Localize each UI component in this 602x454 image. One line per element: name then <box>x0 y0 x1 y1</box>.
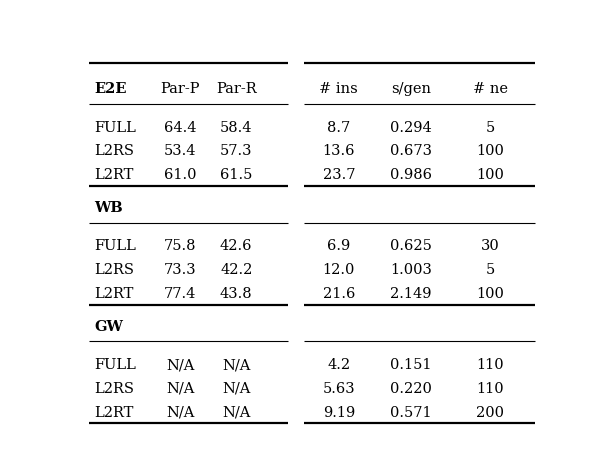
Text: 21.6: 21.6 <box>323 287 355 301</box>
Text: N/A: N/A <box>222 358 250 372</box>
Text: FULL: FULL <box>94 121 136 135</box>
Text: 6.9: 6.9 <box>327 239 350 253</box>
Text: L2RT: L2RT <box>94 168 133 182</box>
Text: 100: 100 <box>477 287 504 301</box>
Text: 77.4: 77.4 <box>164 287 196 301</box>
Text: N/A: N/A <box>222 382 250 396</box>
Text: 0.673: 0.673 <box>390 144 432 158</box>
Text: 200: 200 <box>476 405 504 419</box>
Text: N/A: N/A <box>166 358 194 372</box>
Text: Par-P: Par-P <box>161 83 200 96</box>
Text: 0.220: 0.220 <box>390 382 432 396</box>
Text: 64.4: 64.4 <box>164 121 196 135</box>
Text: 8.7: 8.7 <box>327 121 350 135</box>
Text: 9.19: 9.19 <box>323 405 355 419</box>
Text: 13.6: 13.6 <box>323 144 355 158</box>
Text: 4.2: 4.2 <box>327 358 350 372</box>
Text: N/A: N/A <box>166 382 194 396</box>
Text: L2RS: L2RS <box>94 382 134 396</box>
Text: 42.2: 42.2 <box>220 263 252 277</box>
Text: L2RS: L2RS <box>94 144 134 158</box>
Text: 100: 100 <box>477 168 504 182</box>
Text: 1.003: 1.003 <box>390 263 432 277</box>
Text: 61.0: 61.0 <box>164 168 196 182</box>
Text: # ins: # ins <box>320 83 358 96</box>
Text: # ne: # ne <box>473 83 508 96</box>
Text: 58.4: 58.4 <box>220 121 252 135</box>
Text: E2E: E2E <box>94 83 126 96</box>
Text: FULL: FULL <box>94 239 136 253</box>
Text: 0.625: 0.625 <box>390 239 432 253</box>
Text: WB: WB <box>94 201 123 215</box>
Text: 5.63: 5.63 <box>323 382 355 396</box>
Text: 30: 30 <box>481 239 500 253</box>
Text: 61.5: 61.5 <box>220 168 252 182</box>
Text: 110: 110 <box>477 358 504 372</box>
Text: s/gen: s/gen <box>391 83 431 96</box>
Text: 75.8: 75.8 <box>164 239 196 253</box>
Text: 42.6: 42.6 <box>220 239 252 253</box>
Text: 73.3: 73.3 <box>164 263 196 277</box>
Text: 57.3: 57.3 <box>220 144 252 158</box>
Text: L2RS: L2RS <box>94 263 134 277</box>
Text: N/A: N/A <box>166 405 194 419</box>
Text: 5: 5 <box>486 263 495 277</box>
Text: 23.7: 23.7 <box>323 168 355 182</box>
Text: GW: GW <box>94 320 123 334</box>
Text: Par-R: Par-R <box>216 83 256 96</box>
Text: 0.294: 0.294 <box>390 121 432 135</box>
Text: 43.8: 43.8 <box>220 287 252 301</box>
Text: 100: 100 <box>477 144 504 158</box>
Text: 0.986: 0.986 <box>390 168 432 182</box>
Text: 53.4: 53.4 <box>164 144 196 158</box>
Text: N/A: N/A <box>222 405 250 419</box>
Text: 2.149: 2.149 <box>391 287 432 301</box>
Text: 110: 110 <box>477 382 504 396</box>
Text: 12.0: 12.0 <box>323 263 355 277</box>
Text: 0.151: 0.151 <box>391 358 432 372</box>
Text: 5: 5 <box>486 121 495 135</box>
Text: FULL: FULL <box>94 358 136 372</box>
Text: L2RT: L2RT <box>94 287 133 301</box>
Text: L2RT: L2RT <box>94 405 133 419</box>
Text: 0.571: 0.571 <box>390 405 432 419</box>
